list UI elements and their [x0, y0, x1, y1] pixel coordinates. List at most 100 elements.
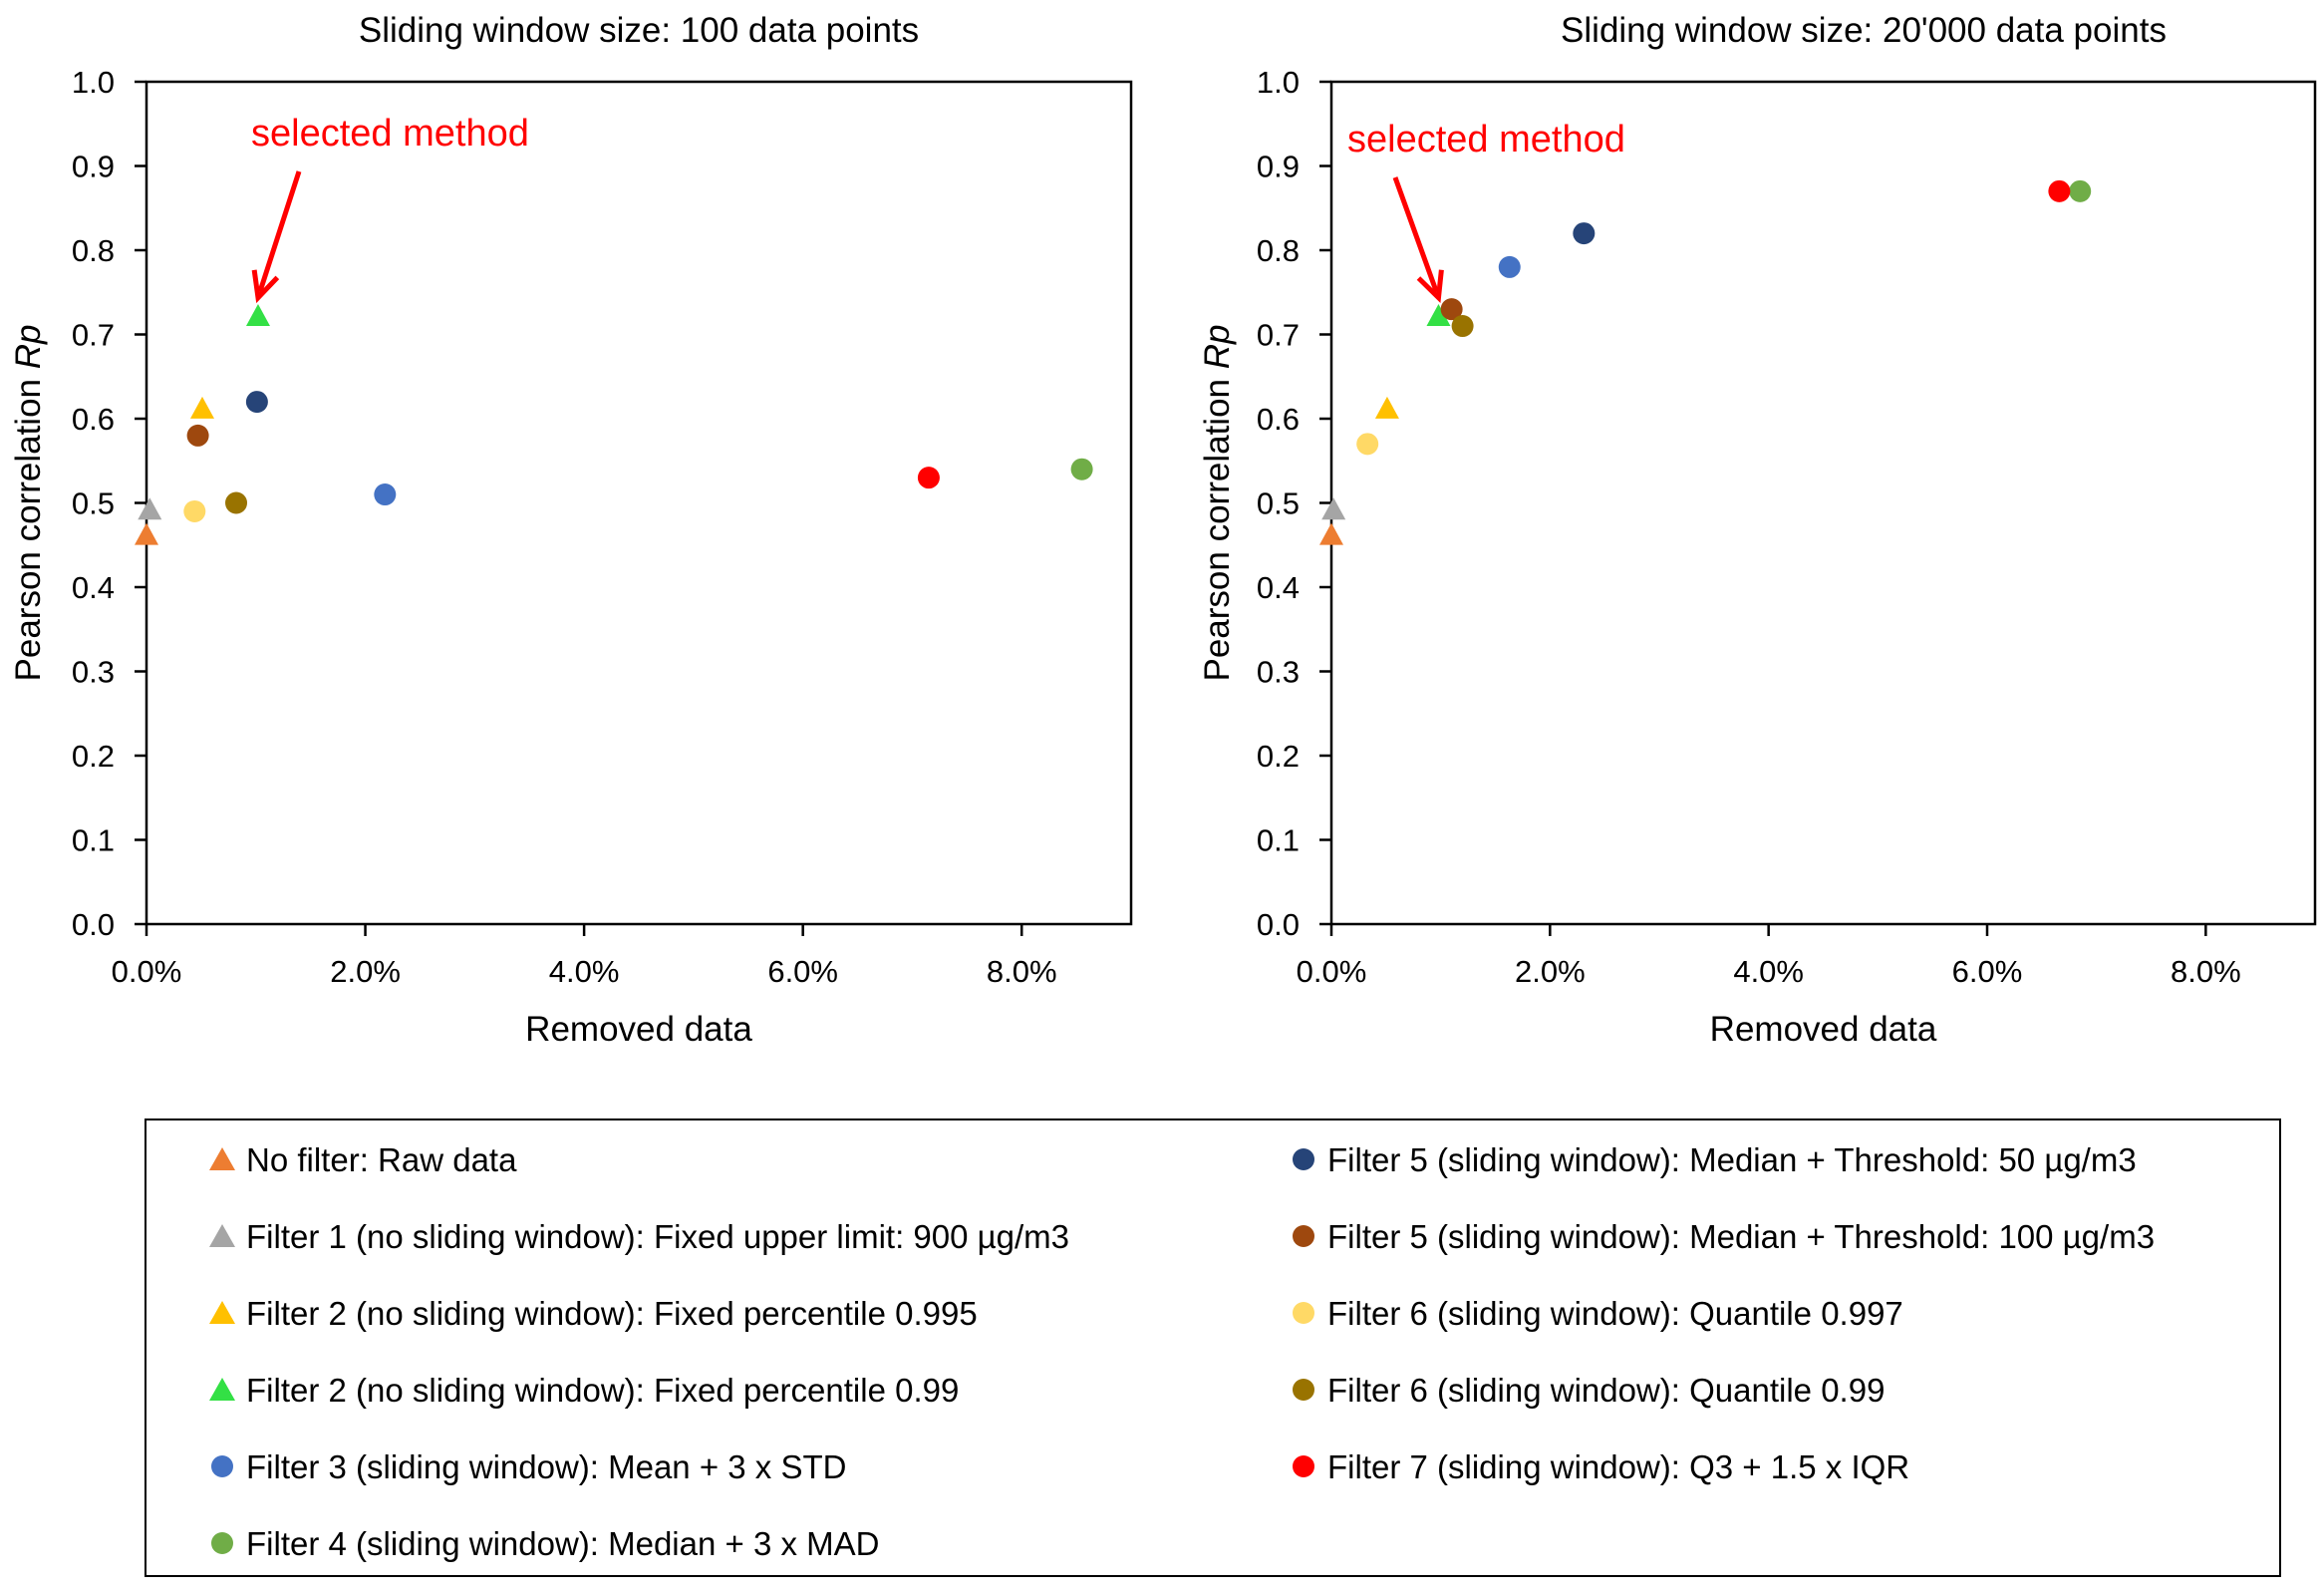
y-axis-label-italic: Rp — [1198, 325, 1237, 370]
legend-label: Filter 5 (sliding window): Median + Thre… — [1327, 1140, 2137, 1178]
plot-frame — [145, 80, 1133, 926]
y-tick-label: 0.7 — [72, 318, 115, 353]
data-point-circle — [1070, 458, 1093, 480]
data-point-triangle — [1319, 522, 1343, 545]
chart-2: Sliding window size: 20'000 data points 0… — [1198, 11, 2317, 1049]
data-point-circle — [1440, 298, 1463, 321]
y-axis-label-text: Pearson correlation — [9, 369, 48, 681]
x-tick-label: 6.0% — [1952, 954, 2023, 989]
annotation-arrowhead — [1416, 269, 1444, 304]
y-tick-label: 0.7 — [1257, 318, 1300, 353]
y-tick-label: 0.6 — [72, 402, 115, 437]
data-point-triangle — [138, 497, 162, 520]
plot-frame — [1329, 80, 2317, 926]
legend-triangle-icon — [209, 1378, 235, 1401]
x-axis-label: Removed data — [525, 1010, 752, 1049]
y-tick-label: 0.5 — [1257, 486, 1300, 521]
legend-label: Filter 1 (no sliding window): Fixed uppe… — [246, 1217, 1070, 1255]
legend-item: Filter 2 (no sliding window): Fixed perc… — [206, 1288, 978, 1338]
legend-triangle-icon — [209, 1147, 235, 1170]
chart-1: Sliding window size: 100 data points 0.0 0… — [9, 11, 1133, 1049]
legend-label: Filter 3 (sliding window): Mean + 3 x ST… — [246, 1447, 847, 1485]
y-tick-label: 0.4 — [1257, 570, 1300, 605]
data-point-triangle — [1321, 497, 1346, 520]
x-tick-label: 2.0% — [330, 954, 401, 989]
data-point-circle — [225, 491, 248, 514]
y-tick-label: 0.5 — [72, 486, 115, 521]
y-tick-label: 0.2 — [72, 739, 115, 774]
x-tick-label: 0.0% — [1297, 954, 1367, 989]
legend-label: No filter: Raw data — [246, 1140, 517, 1178]
data-point-circle — [245, 391, 268, 414]
annotation-label: selected method — [1347, 119, 1625, 160]
x-tick-label: 8.0% — [2171, 954, 2241, 989]
x-axis-label: Removed data — [1710, 1010, 1937, 1049]
legend-item: Filter 4 (sliding window): Median + 3 x … — [206, 1518, 879, 1568]
data-point-triangle — [245, 303, 270, 326]
x-tick-label: 2.0% — [1515, 954, 1586, 989]
y-tick-label: 0.0 — [72, 907, 115, 942]
data-point-circle — [1356, 433, 1379, 456]
y-tick-label: 1.0 — [72, 65, 115, 100]
legend-item: Filter 3 (sliding window): Mean + 3 x ST… — [206, 1441, 846, 1491]
annotation-arrow — [1392, 176, 1439, 293]
legend-item: No filter: Raw data — [206, 1134, 516, 1184]
legend-circle-icon — [211, 1455, 233, 1477]
y-tick-label: 0.2 — [1257, 739, 1300, 774]
legend-item: Filter 5 (sliding window): Median + Thre… — [1288, 1134, 2137, 1184]
data-point-circle — [2048, 179, 2071, 202]
legend-item: Filter 5 (sliding window): Median + Thre… — [1288, 1211, 2155, 1261]
y-tick-label: 0.3 — [1257, 655, 1300, 690]
data-point-circle — [1451, 315, 1474, 338]
legend-label: Filter 2 (no sliding window): Fixed perc… — [246, 1294, 978, 1332]
y-tick-label: 0.1 — [1257, 823, 1300, 858]
legend-triangle-icon — [209, 1224, 235, 1247]
data-point-circle — [917, 467, 940, 489]
y-tick-label: 0.8 — [1257, 233, 1300, 268]
legend-label: Filter 5 (sliding window): Median + Thre… — [1327, 1217, 2156, 1255]
x-tick-label: 0.0% — [112, 954, 182, 989]
y-tick-label: 1.0 — [1257, 65, 1300, 100]
legend-label: Filter 4 (sliding window): Median + 3 x … — [246, 1524, 880, 1562]
legend-triangle-icon — [209, 1301, 235, 1324]
data-point-circle — [2069, 179, 2092, 202]
data-point-triangle — [1426, 303, 1451, 326]
data-point-triangle — [135, 522, 158, 545]
legend-circle-icon — [1293, 1379, 1314, 1401]
data-point-circle — [1498, 255, 1521, 278]
y-tick-label: 0.9 — [72, 150, 115, 184]
data-point-circle — [186, 424, 209, 447]
legend-label: Filter 6 (sliding window): Quantile 0.99 — [1327, 1371, 1886, 1409]
legend-item: Filter 6 (sliding window): Quantile 0.99 — [1288, 1365, 1885, 1415]
annotation-label: selected method — [251, 113, 529, 155]
legend-circle-icon — [1293, 1302, 1314, 1324]
y-axis-label: Pearson correlation Rp — [1198, 325, 1237, 682]
data-point-circle — [183, 499, 206, 522]
data-point-circle — [374, 483, 397, 506]
y-tick-label: 0.9 — [1257, 150, 1300, 184]
data-point-circle — [1573, 222, 1596, 245]
x-tick-label: 6.0% — [767, 954, 838, 989]
data-point-triangle — [1374, 396, 1399, 419]
legend-circle-icon — [1293, 1455, 1314, 1477]
annotation-arrow — [257, 170, 302, 293]
legend-item: Filter 2 (no sliding window): Fixed perc… — [206, 1365, 959, 1415]
y-tick-label: 0.1 — [72, 823, 115, 858]
legend-item: Filter 6 (sliding window): Quantile 0.99… — [1288, 1288, 1903, 1338]
legend-circle-icon — [1293, 1225, 1314, 1247]
legend-label: Filter 2 (no sliding window): Fixed perc… — [246, 1371, 960, 1409]
legend-circle-icon — [211, 1532, 233, 1554]
legend-item: Filter 1 (no sliding window): Fixed uppe… — [206, 1211, 1069, 1261]
legend-label: Filter 7 (sliding window): Q3 + 1.5 x IQ… — [1327, 1447, 1910, 1485]
y-tick-label: 0.6 — [1257, 402, 1300, 437]
x-tick-label: 4.0% — [549, 954, 620, 989]
y-axis-label-italic: Rp — [9, 325, 48, 370]
charts-canvas: Sliding window size: 100 data points 0.0 0… — [9, 11, 2317, 1049]
chart-title: Sliding window size: 20'000 data points — [1561, 11, 2167, 50]
legend-circle-icon — [1293, 1148, 1314, 1170]
annotation-arrowhead — [251, 269, 280, 304]
x-tick-label: 8.0% — [987, 954, 1057, 989]
y-tick-label: 0.0 — [1257, 907, 1300, 942]
legend-label: Filter 6 (sliding window): Quantile 0.99… — [1327, 1294, 1903, 1332]
y-axis-label-text: Pearson correlation — [1198, 369, 1237, 681]
